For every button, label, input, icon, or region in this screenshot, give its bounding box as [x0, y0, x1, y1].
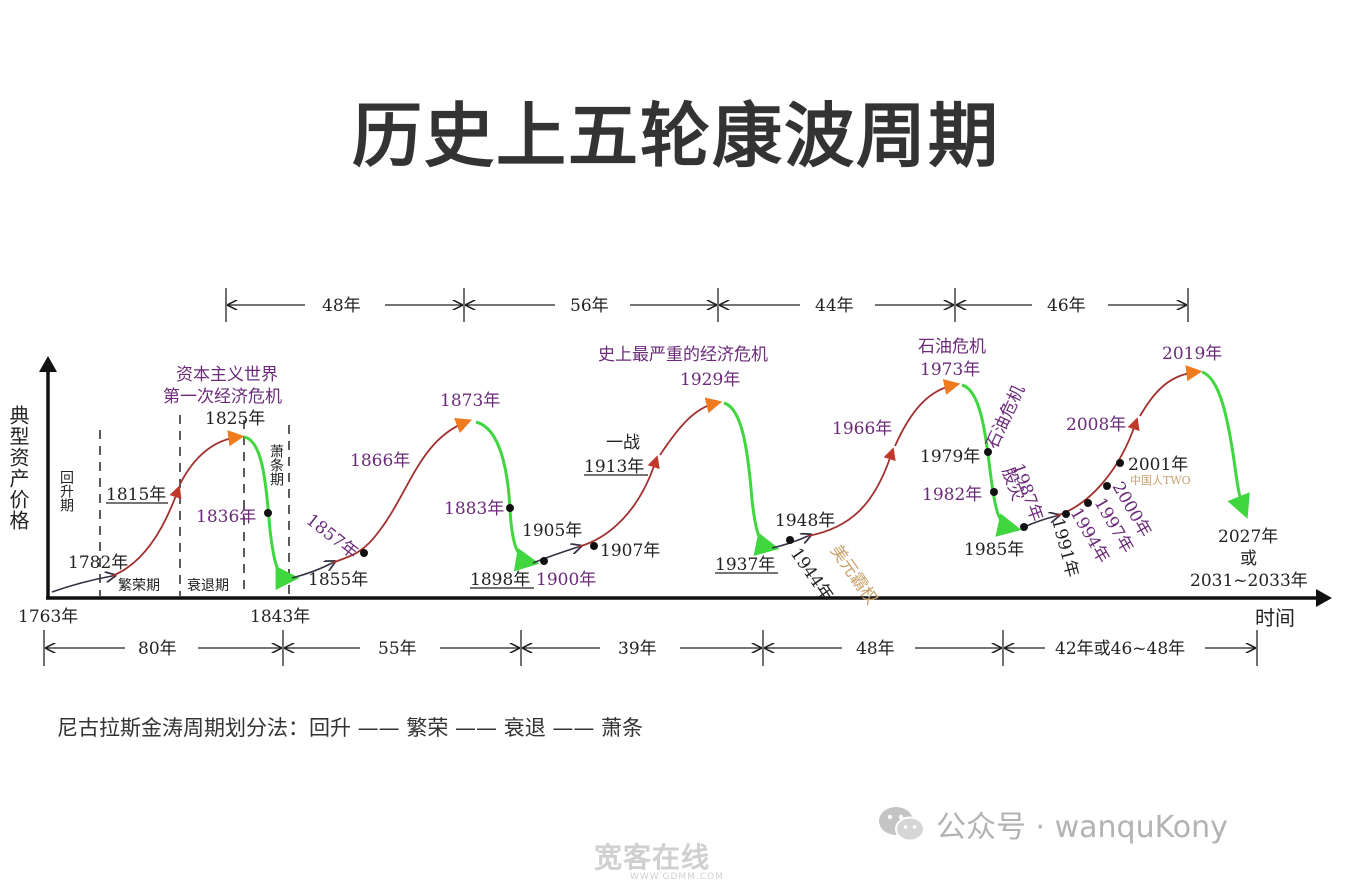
phase-label-depression: 萧条期 [268, 444, 284, 487]
x-axis-arrow-icon [1316, 589, 1332, 607]
y-axis-label: 典型资产价格 [6, 405, 30, 531]
label-or: 或 [1240, 549, 1257, 569]
wave3-fall [723, 401, 780, 556]
phase-label-prosperity: 繁荣期 [118, 578, 160, 594]
label-1836: 1836年 [196, 507, 256, 527]
label-1913: 1913年 [584, 457, 644, 477]
wechat-account-label: 公众号 · wanquKony [936, 810, 1228, 845]
top-intervals [225, 288, 1189, 322]
wave4-fall [961, 383, 1022, 537]
wave5-fall [1201, 370, 1250, 519]
bottom-interval-3: 39年 [618, 639, 657, 659]
label-1985: 1985年 [964, 540, 1024, 560]
wave4-rise-a [807, 447, 896, 537]
watermark-logo-text: 宽客在线 [593, 841, 710, 874]
bottom-interval-4: 48年 [856, 639, 895, 659]
label-2027: 2027年 [1218, 527, 1278, 547]
phase-label-recession: 衰退期 [187, 577, 229, 594]
label-1979: 1979年 [920, 447, 980, 467]
bottom-interval-2: 55年 [378, 639, 417, 659]
label-1825: 1825年 [205, 409, 265, 429]
wave4-rise-b [894, 379, 961, 447]
label-2019: 2019年 [1162, 344, 1222, 364]
wave3-rise-a [577, 455, 660, 548]
label-ww1: 一战 [606, 433, 640, 453]
label-1883: 1883年 [444, 499, 504, 519]
wave2-rise [331, 418, 473, 564]
label-1898: 1898年 [470, 570, 530, 590]
wave2-fall [475, 420, 540, 572]
label-great-crisis: 史上最严重的经济危机 [598, 345, 768, 365]
bottom-interval-5: 42年或46~48年 [1055, 639, 1185, 659]
label-2001: 2001年 [1128, 455, 1188, 475]
label-1937: 1937年 [715, 555, 775, 575]
label-1948: 1948年 [775, 511, 835, 531]
site-watermark: 宽客在线 WWW.GDMM.COM [580, 836, 724, 882]
label-small-mark: 中国人TWO [1130, 474, 1191, 487]
wave5-rise-b [1139, 365, 1203, 417]
label-1929: 1929年 [680, 370, 740, 390]
top-interval-4: 46年 [1047, 296, 1086, 316]
label-crisis-2: 第一次经济危机 [163, 387, 282, 407]
wave3-recovery [532, 547, 578, 564]
y-axis-arrow-icon [39, 356, 57, 372]
label-1966: 1966年 [832, 419, 892, 439]
page-title: 历史上五轮康波周期 [352, 95, 1000, 177]
wave2-recovery [291, 563, 332, 579]
watermark-url: WWW.GDMM.COM [630, 872, 724, 882]
x-axis-label: 时间 [1255, 606, 1295, 630]
label-1907: 1907年 [600, 541, 660, 561]
top-interval-2: 56年 [570, 296, 609, 316]
phase-label-recovery: 回升期 [58, 470, 74, 513]
wave1-fall [243, 435, 300, 590]
wechat-footer: 公众号 · wanquKony [878, 802, 1228, 846]
wave3-rise-b [659, 397, 723, 456]
label-2031: 2031~2033年 [1190, 571, 1308, 591]
event-dots [264, 448, 1124, 565]
label-oil-1: 石油危机 [918, 337, 986, 357]
phase-dividers [99, 415, 290, 596]
top-interval-3: 44年 [815, 296, 854, 316]
label-1982: 1982年 [922, 485, 982, 505]
label-crisis-1: 资本主义世界 [176, 365, 278, 385]
wave1-rise-a [111, 485, 182, 577]
top-interval-1: 48年 [322, 296, 361, 316]
label-1855: 1855年 [308, 570, 368, 590]
bottom-intervals [43, 630, 1258, 666]
label-1900: 1900年 [536, 570, 596, 590]
label-1873: 1873年 [440, 391, 500, 411]
label-1857: 1857年 [302, 510, 362, 563]
label-1973: 1973年 [920, 360, 980, 380]
wave1-rise-b [179, 430, 245, 485]
label-1866: 1866年 [350, 451, 410, 471]
bottom-interval-1: 80年 [138, 639, 177, 659]
axis-year-1763: 1763年 [18, 607, 78, 627]
label-1815: 1815年 [106, 485, 166, 505]
axis-year-1843: 1843年 [250, 607, 310, 627]
label-1905: 1905年 [522, 521, 582, 541]
wave1-recovery [51, 576, 112, 593]
cycle-caption: 尼古拉斯金涛周期划分法：回升 —— 繁荣 —— 衰退 —— 萧条 [57, 716, 644, 740]
label-oil-2: 石油危机 [982, 382, 1029, 452]
label-1782: 1782年 [68, 553, 128, 573]
wechat-icon [879, 807, 925, 842]
label-2008: 2008年 [1066, 415, 1126, 435]
